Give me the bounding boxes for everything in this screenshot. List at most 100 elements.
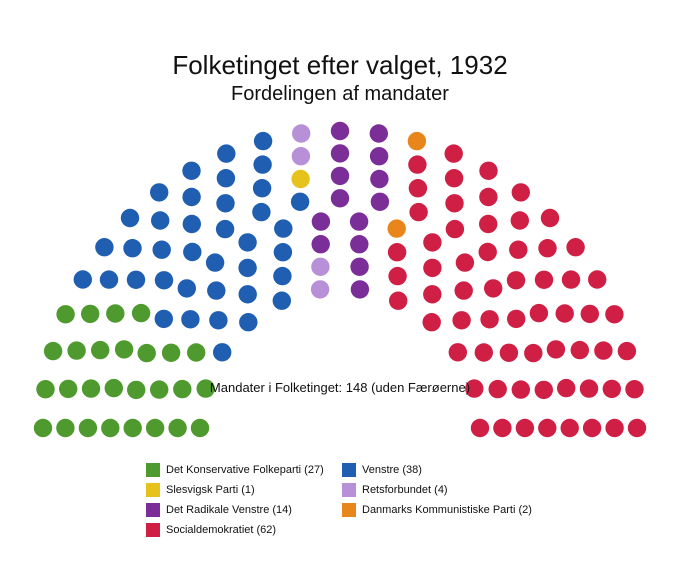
seat-venstre (182, 214, 201, 234)
seat-venstre (216, 194, 235, 213)
seat-socialdemokratiet (445, 219, 465, 239)
seat-socialdemokratiet (617, 341, 637, 361)
seat-danmarks-kommunistiske-parti (407, 131, 427, 151)
seat-socialdemokratiet (540, 208, 560, 228)
seat-venstre (177, 279, 196, 298)
seat-venstre (215, 219, 235, 239)
seat-det-radikale-venstre (350, 235, 369, 254)
legend-label: Venstre (38) (362, 463, 422, 476)
seat-det-konservative-folkeparti (196, 379, 215, 398)
seat-retsforbundet (311, 257, 330, 276)
seat-socialdemokratiet (484, 279, 503, 298)
seat-det-radikale-venstre (311, 235, 330, 254)
seat-socialdemokratiet (506, 271, 526, 290)
legend-item: Retsforbundet (4) (342, 482, 542, 497)
total-seats-label: Mandater i Folketinget: 148 (uden Færøer… (209, 380, 471, 395)
seat-det-konservative-folkeparti (137, 343, 156, 363)
seat-socialdemokratiet (474, 343, 493, 362)
seat-det-konservative-folkeparti (104, 378, 124, 398)
seat-venstre (95, 238, 114, 257)
seat-socialdemokratiet (480, 310, 499, 329)
seat-socialdemokratiet (479, 161, 498, 180)
seat-det-radikale-venstre (369, 124, 388, 143)
seat-socialdemokratiet (409, 202, 428, 222)
seat-socialdemokratiet (625, 380, 644, 399)
seat-socialdemokratiet (546, 340, 566, 359)
legend-label: Det Radikale Venstre (14) (166, 503, 292, 516)
seat-socialdemokratiet (534, 380, 553, 400)
seat-det-konservative-folkeparti (43, 341, 63, 361)
seat-det-radikale-venstre (330, 166, 350, 186)
seat-socialdemokratiet (388, 266, 407, 286)
seat-det-konservative-folkeparti (168, 418, 187, 438)
seat-socialdemokratiet (534, 270, 554, 289)
seat-venstre (181, 310, 200, 329)
seat-venstre (120, 208, 140, 228)
seat-socialdemokratiet (479, 214, 498, 234)
seat-socialdemokratiet (499, 343, 519, 362)
seat-socialdemokratiet (389, 291, 408, 310)
seat-retsforbundet (291, 147, 311, 166)
seat-socialdemokratiet (423, 285, 442, 304)
seat-socialdemokratiet (511, 183, 530, 202)
chart-subtitle: Fordelingen af mandater (231, 83, 449, 105)
seat-socialdemokratiet (423, 233, 442, 252)
seat-det-konservative-folkeparti (58, 379, 78, 399)
legend-item: Det Radikale Venstre (14) (146, 502, 342, 517)
seat-socialdemokratiet (465, 379, 484, 398)
seat-socialdemokratiet (478, 242, 497, 262)
legend-item: Det Konservative Folkeparti (27) (146, 462, 342, 477)
seat-venstre (238, 258, 257, 278)
legend-swatch (342, 502, 356, 517)
seat-venstre (150, 183, 169, 202)
legend-label: Det Konservative Folkeparti (27) (166, 463, 324, 476)
seat-socialdemokratiet (510, 211, 529, 230)
seat-det-konservative-folkeparti (81, 379, 101, 398)
seat-socialdemokratiet (588, 270, 607, 289)
seat-slesvigsk-parti (291, 169, 310, 189)
legend-label: Slesvigsk Parti (1) (166, 483, 255, 496)
seat-venstre (99, 270, 119, 289)
seat-socialdemokratiet (524, 343, 543, 363)
seat-venstre (182, 161, 201, 180)
seat-socialdemokratiet (560, 418, 579, 438)
seat-venstre (209, 311, 228, 330)
seat-socialdemokratiet (408, 179, 428, 198)
seat-venstre (154, 271, 174, 290)
seat-det-konservative-folkeparti (131, 303, 151, 323)
seat-socialdemokratiet (515, 418, 535, 438)
seat-det-konservative-folkeparti (150, 380, 169, 399)
seat-retsforbundet (292, 124, 311, 143)
seat-det-radikale-venstre (370, 192, 390, 211)
seat-venstre (253, 155, 272, 174)
seat-det-radikale-venstre (330, 189, 350, 208)
seat-det-konservative-folkeparti (123, 418, 142, 438)
seat-venstre (126, 270, 146, 289)
chart-title: Folketinget efter valget, 1932 (172, 50, 508, 80)
seat-venstre (217, 144, 236, 163)
seat-det-radikale-venstre (350, 257, 369, 276)
seat-venstre (273, 266, 292, 286)
seat-socialdemokratiet (580, 304, 599, 324)
seat-det-radikale-venstre (330, 121, 350, 141)
seat-det-konservative-folkeparti (190, 418, 210, 438)
seat-venstre (154, 309, 173, 329)
seat-venstre (216, 169, 236, 188)
seat-venstre (207, 281, 226, 300)
legend-swatch (146, 462, 160, 477)
seat-socialdemokratiet (408, 155, 427, 174)
seat-socialdemokratiet (479, 187, 498, 207)
legend-swatch (146, 522, 160, 537)
seat-socialdemokratiet (555, 304, 574, 323)
seat-det-konservative-folkeparti (67, 341, 86, 360)
seat-socialdemokratiet (566, 238, 585, 257)
seat-socialdemokratiet (627, 418, 647, 438)
seat-socialdemokratiet (444, 144, 463, 163)
seat-det-konservative-folkeparti (91, 340, 110, 360)
seat-venstre (272, 291, 291, 310)
seat-danmarks-kommunistiske-parti (387, 219, 406, 238)
seat-socialdemokratiet (423, 258, 442, 278)
seat-socialdemokratiet (454, 281, 473, 300)
legend-item: Slesvigsk Parti (1) (146, 482, 342, 497)
